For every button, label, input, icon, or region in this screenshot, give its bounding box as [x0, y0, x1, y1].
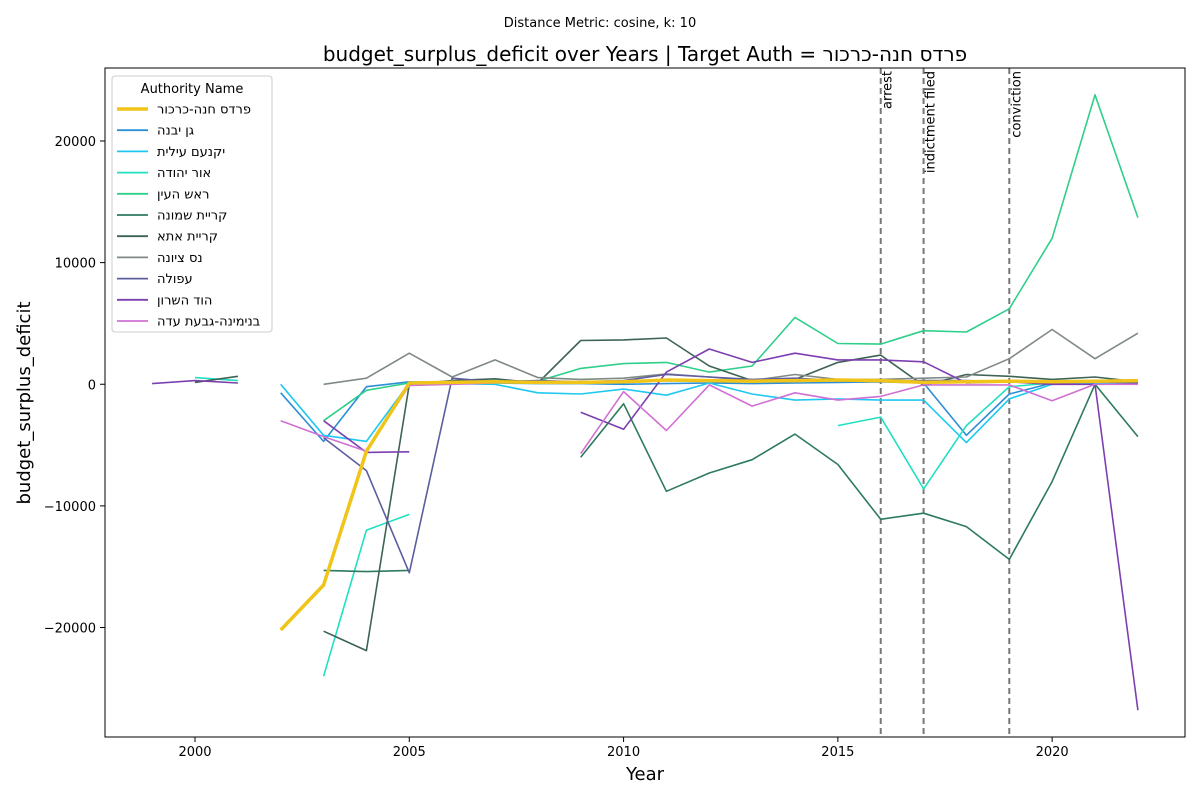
series-lines [152, 94, 1139, 711]
legend-label-7: נס ציונה [157, 251, 203, 266]
y-tick-label-0: −20000 [44, 622, 96, 637]
event-label-1: indictment filed [924, 71, 939, 173]
x-axis-label: Year [625, 764, 665, 785]
legend-title: Authority Name [141, 82, 244, 97]
chart-title: budget_surplus_deficit over Years | Targ… [323, 42, 967, 66]
series-line-5 [323, 383, 1139, 573]
event-lines: arrest indictment filed conviction [879, 68, 1024, 737]
legend-label-8: עפולה [157, 272, 193, 287]
legend-label-3: אור יהודה [157, 166, 211, 181]
event-label-2: conviction [1009, 71, 1024, 138]
legend-label-1: גן יבנה [157, 124, 194, 139]
x-axis: 2000 2005 2010 2015 2020 [178, 737, 1069, 760]
legend-label-10: בנימינה-גבעת עדה [157, 315, 260, 330]
chart-suptitle: Distance Metric: cosine, k: 10 [504, 16, 696, 31]
y-tick-label-1: −10000 [44, 500, 96, 515]
event-label-0: arrest [881, 71, 896, 109]
x-tick-label-4: 2020 [1036, 745, 1069, 760]
y-tick-label-2: 0 [88, 378, 96, 393]
y-axis: −20000 −10000 0 10000 20000 [44, 135, 105, 637]
legend-label-4: ראש העין [157, 187, 209, 202]
plot-area-frame [104, 67, 1186, 738]
legend-label-2: יקנעם עילית [157, 145, 225, 160]
y-axis-label: budget_surplus_deficit [14, 301, 35, 504]
legend: Authority Name פרדס חנה-כרכור גן יבנה יקנע… [111, 75, 273, 333]
y-tick-label-3: 10000 [55, 257, 96, 272]
x-tick-label-3: 2015 [821, 745, 854, 760]
legend-label-9: הוד השרון [157, 293, 212, 308]
series-line-8 [323, 373, 1138, 574]
series-line-4 [323, 94, 1139, 422]
y-tick-label-4: 20000 [55, 135, 96, 150]
legend-box [111, 75, 273, 333]
series-line-0 [279, 378, 1138, 632]
x-tick-label-2: 2010 [607, 745, 640, 760]
x-tick-label-0: 2000 [178, 745, 211, 760]
legend-label-5: קריית שמונה [157, 209, 227, 224]
legend-label-6: קריית אתא [157, 230, 218, 245]
legend-label-0: פרדס חנה-כרכור [157, 103, 251, 118]
x-tick-label-1: 2005 [393, 745, 426, 760]
series-line-3 [194, 376, 1138, 677]
